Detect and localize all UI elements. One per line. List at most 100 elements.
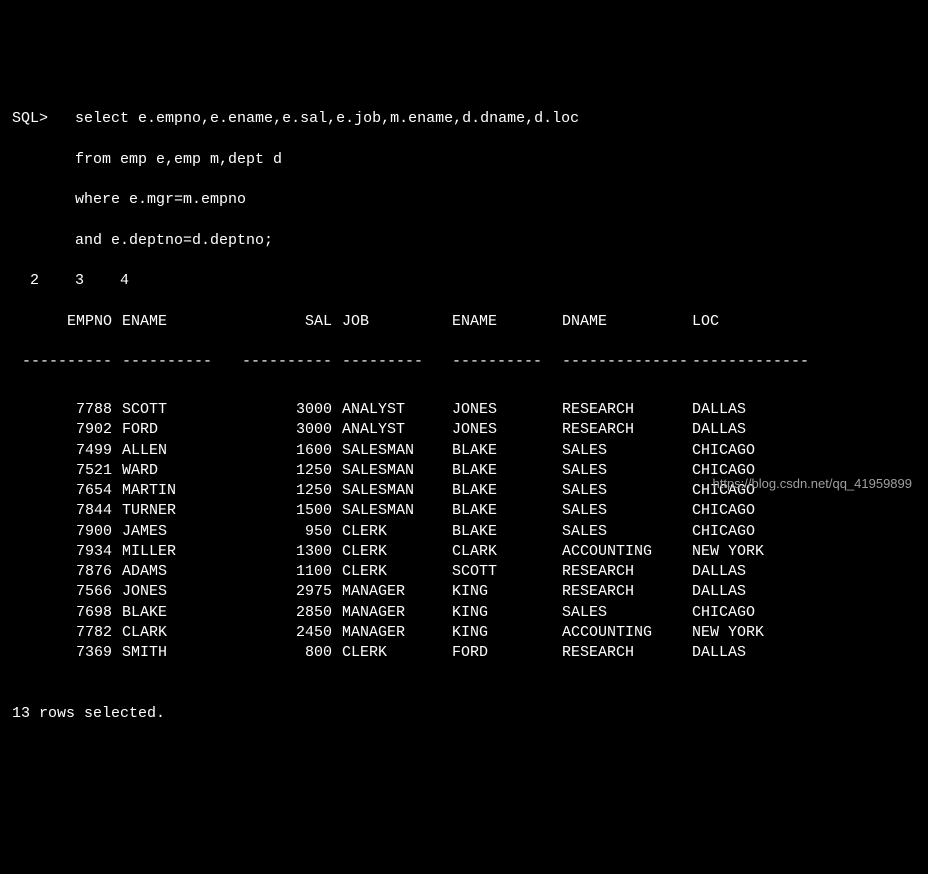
cell-job: MANAGER bbox=[342, 603, 452, 623]
query-line-3-wrap: where e.mgr=m.empno bbox=[12, 190, 916, 210]
cell-dname: RESEARCH bbox=[562, 562, 692, 582]
cell-ename: FORD bbox=[122, 420, 232, 440]
cell-job: CLERK bbox=[342, 643, 452, 663]
cell-dname: RESEARCH bbox=[562, 582, 692, 602]
table-row: 7698BLAKE2850MANAGERKINGSALESCHICAGO bbox=[12, 603, 916, 623]
cell-mname: CLARK bbox=[452, 542, 562, 562]
continuation-numbers: 2 3 4 bbox=[12, 271, 916, 291]
query-line-2: from emp e,emp m,dept d bbox=[75, 151, 282, 168]
cell-empno: 7782 bbox=[12, 623, 122, 643]
sep-dname: -------------- bbox=[562, 352, 692, 372]
blank-line bbox=[12, 685, 21, 702]
query-line-1: select e.empno,e.ename,e.sal,e.job,m.ena… bbox=[75, 110, 579, 127]
cell-loc: CHICAGO bbox=[692, 441, 812, 461]
cell-loc: NEW YORK bbox=[692, 623, 812, 643]
cell-ename: JAMES bbox=[122, 522, 232, 542]
cell-mname: BLAKE bbox=[452, 441, 562, 461]
cell-loc: CHICAGO bbox=[692, 501, 812, 521]
cell-loc: DALLAS bbox=[692, 400, 812, 420]
cell-job: ANALYST bbox=[342, 420, 452, 440]
cell-sal: 1300 bbox=[232, 542, 342, 562]
cell-mname: BLAKE bbox=[452, 522, 562, 542]
cell-loc: DALLAS bbox=[692, 420, 812, 440]
cell-mname: JONES bbox=[452, 420, 562, 440]
cell-ename: ALLEN bbox=[122, 441, 232, 461]
cell-job: SALESMAN bbox=[342, 501, 452, 521]
cell-empno: 7900 bbox=[12, 522, 122, 542]
table-row: 7499ALLEN1600SALESMANBLAKESALESCHICAGO bbox=[12, 441, 916, 461]
cell-empno: 7698 bbox=[12, 603, 122, 623]
cell-empno: 7788 bbox=[12, 400, 122, 420]
cell-dname: SALES bbox=[562, 481, 692, 501]
cell-ename: ADAMS bbox=[122, 562, 232, 582]
cell-sal: 2975 bbox=[232, 582, 342, 602]
cell-empno: 7844 bbox=[12, 501, 122, 521]
cell-dname: SALES bbox=[562, 441, 692, 461]
cell-sal: 1250 bbox=[232, 461, 342, 481]
terminal-output: SQL> select e.empno,e.ename,e.sal,e.job,… bbox=[12, 89, 916, 744]
cell-loc: DALLAS bbox=[692, 643, 812, 663]
table-row: 7902FORD3000ANALYSTJONESRESEARCHDALLAS bbox=[12, 420, 916, 440]
cell-dname: ACCOUNTING bbox=[562, 623, 692, 643]
col-header-sal: SAL bbox=[232, 312, 342, 332]
table-row: 7788SCOTT3000ANALYSTJONESRESEARCHDALLAS bbox=[12, 400, 916, 420]
cell-empno: 7934 bbox=[12, 542, 122, 562]
table-row: 7876ADAMS1100CLERKSCOTTRESEARCHDALLAS bbox=[12, 562, 916, 582]
table-row: 7782CLARK2450MANAGERKINGACCOUNTINGNEW YO… bbox=[12, 623, 916, 643]
cell-loc: DALLAS bbox=[692, 582, 812, 602]
cell-ename: MILLER bbox=[122, 542, 232, 562]
sep-job: --------- bbox=[342, 352, 452, 372]
table-row: 7566JONES2975MANAGERKINGRESEARCHDALLAS bbox=[12, 582, 916, 602]
col-header-empno: EMPNO bbox=[12, 312, 122, 332]
cell-ename: SCOTT bbox=[122, 400, 232, 420]
cell-job: MANAGER bbox=[342, 623, 452, 643]
cell-empno: 7521 bbox=[12, 461, 122, 481]
cell-dname: RESEARCH bbox=[562, 400, 692, 420]
cell-mname: KING bbox=[452, 603, 562, 623]
table-row: 7900JAMES950CLERKBLAKESALESCHICAGO bbox=[12, 522, 916, 542]
cell-job: MANAGER bbox=[342, 582, 452, 602]
result-footer: 13 rows selected. bbox=[12, 704, 916, 724]
cell-job: SALESMAN bbox=[342, 461, 452, 481]
data-rows: 7788SCOTT3000ANALYSTJONESRESEARCHDALLAS7… bbox=[12, 400, 916, 663]
cell-ename: SMITH bbox=[122, 643, 232, 663]
cell-loc: CHICAGO bbox=[692, 603, 812, 623]
sep-mname: ---------- bbox=[452, 352, 562, 372]
sql-prompt-line: SQL> select e.empno,e.ename,e.sal,e.job,… bbox=[12, 109, 916, 129]
cell-dname: SALES bbox=[562, 501, 692, 521]
cell-empno: 7876 bbox=[12, 562, 122, 582]
cell-sal: 1250 bbox=[232, 481, 342, 501]
cell-ename: BLAKE bbox=[122, 603, 232, 623]
cell-dname: RESEARCH bbox=[562, 643, 692, 663]
cell-sal: 2850 bbox=[232, 603, 342, 623]
sep-empno: ---------- bbox=[12, 352, 122, 372]
query-line-2-wrap: from emp e,emp m,dept d bbox=[12, 150, 916, 170]
cell-sal: 1500 bbox=[232, 501, 342, 521]
col-header-job: JOB bbox=[342, 312, 452, 332]
cell-sal: 800 bbox=[232, 643, 342, 663]
cell-job: SALESMAN bbox=[342, 481, 452, 501]
cell-sal: 2450 bbox=[232, 623, 342, 643]
sep-sal: ---------- bbox=[232, 352, 342, 372]
cell-mname: JONES bbox=[452, 400, 562, 420]
col-header-dname: DNAME bbox=[562, 312, 692, 332]
cell-mname: KING bbox=[452, 582, 562, 602]
cell-mname: FORD bbox=[452, 643, 562, 663]
header-row: EMPNOENAMESALJOBENAMEDNAMELOC bbox=[12, 312, 916, 332]
table-row: 7369SMITH800CLERKFORDRESEARCHDALLAS bbox=[12, 643, 916, 663]
sep-loc: ------------- bbox=[692, 352, 812, 372]
cell-job: SALESMAN bbox=[342, 441, 452, 461]
cell-dname: RESEARCH bbox=[562, 420, 692, 440]
cell-sal: 1600 bbox=[232, 441, 342, 461]
cell-mname: SCOTT bbox=[452, 562, 562, 582]
cell-mname: BLAKE bbox=[452, 501, 562, 521]
cell-dname: SALES bbox=[562, 461, 692, 481]
sep-ename: ---------- bbox=[122, 352, 232, 372]
query-line-3: where e.mgr=m.empno bbox=[75, 191, 246, 208]
cell-loc: CHICAGO bbox=[692, 522, 812, 542]
cell-sal: 950 bbox=[232, 522, 342, 542]
col-header-mname: ENAME bbox=[452, 312, 562, 332]
cell-ename: TURNER bbox=[122, 501, 232, 521]
cell-mname: KING bbox=[452, 623, 562, 643]
cell-empno: 7369 bbox=[12, 643, 122, 663]
